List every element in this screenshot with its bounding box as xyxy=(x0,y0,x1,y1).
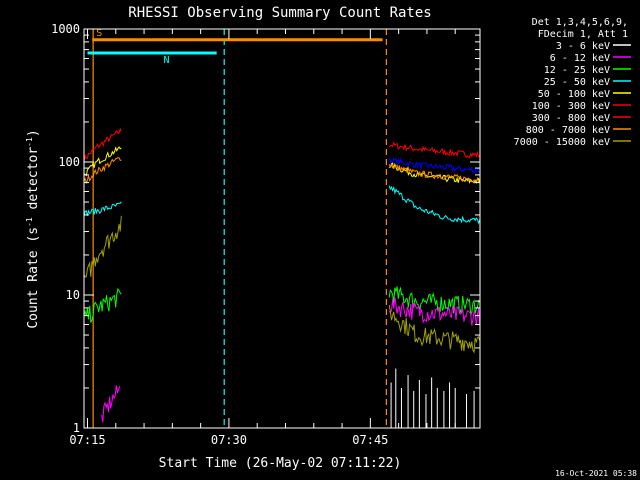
series-2-segment-0 xyxy=(84,146,122,177)
legend-entry-label: 50 - 100 keV xyxy=(538,89,610,100)
series-7-segment-0 xyxy=(84,215,122,278)
series-3-segment-1 xyxy=(388,164,480,183)
x-tick-label: 07:30 xyxy=(211,433,247,447)
legend-header-line: Det 1,3,4,5,6,9, xyxy=(532,17,628,28)
series-0-segment-0 xyxy=(84,127,122,163)
plot-content: SN xyxy=(84,28,480,428)
series-3-segment-0 xyxy=(84,157,122,184)
x-tick-label: 07:45 xyxy=(352,433,388,447)
legend-entry-label: 25 - 50 keV xyxy=(544,77,610,88)
legend: Det 1,3,4,5,6,9,FDecim 1, Att 13 - 6 keV… xyxy=(514,17,631,148)
series-5-segment-0 xyxy=(84,287,122,323)
x-tick-label: 07:15 xyxy=(69,433,105,447)
series-4-segment-0 xyxy=(84,201,122,217)
legend-entry-label: 3 - 6 keV xyxy=(556,41,610,52)
legend-entry-label: 800 - 7000 keV xyxy=(526,125,610,136)
series-0-segment-1 xyxy=(388,141,480,159)
series-7-segment-1 xyxy=(388,304,480,354)
legend-header-line: FDecim 1, Att 1 xyxy=(538,29,628,40)
legend-entry-label: 12 - 25 keV xyxy=(544,65,610,76)
y-axis-label: Count Rate (s-1 detector-1) xyxy=(25,129,41,328)
series-5-segment-1 xyxy=(388,286,480,317)
y-tick-label: 100 xyxy=(58,155,80,169)
legend-entry-label: 300 - 800 keV xyxy=(532,113,610,124)
y-tick-label: 1 xyxy=(73,421,80,435)
series-1-segment-0 xyxy=(388,157,480,175)
series-2-segment-1 xyxy=(388,162,480,184)
series-4-segment-1 xyxy=(388,185,480,225)
y-tick-label: 1000 xyxy=(51,22,80,36)
axes: 1 10 100 1000 07:15 07:30 07:45 xyxy=(51,22,480,447)
chart-title: RHESSI Observing Summary Count Rates xyxy=(128,5,431,21)
flag-label-0: S xyxy=(96,28,102,39)
legend-entry-label: 7000 - 15000 keV xyxy=(514,137,610,148)
generation-timestamp: 16-Oct-2021 05:38 xyxy=(555,469,637,478)
plot-area: SN xyxy=(84,28,480,428)
x-axis-label: Start Time (26-May-02 07:11:22) xyxy=(159,456,402,471)
y-tick-label: 10 xyxy=(66,288,80,302)
legend-entry-label: 100 - 300 keV xyxy=(532,101,610,112)
flag-label-1: N xyxy=(163,55,169,66)
plot-frame xyxy=(83,28,481,429)
legend-entry-label: 6 - 12 keV xyxy=(550,53,610,64)
series-6-segment-0 xyxy=(101,385,121,423)
series-6-segment-1 xyxy=(388,297,480,326)
